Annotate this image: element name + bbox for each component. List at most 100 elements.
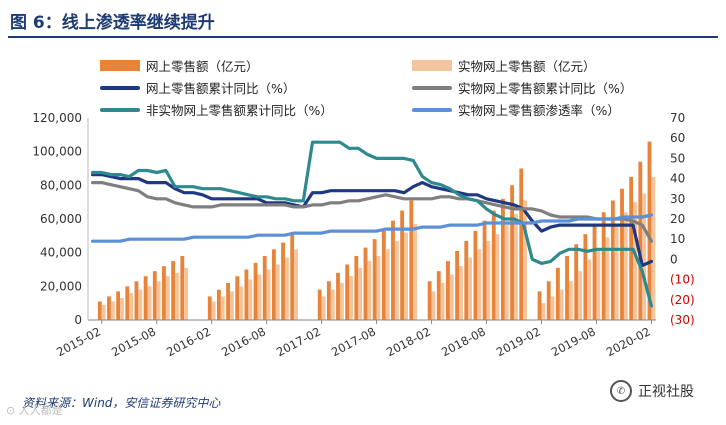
line-nonphysical-yoy [90,140,654,308]
bar-physical [330,289,335,320]
bar-online [391,220,395,320]
x-tick-label: 2019-02 [494,324,543,359]
bars-layer [97,141,656,320]
bar-physical [541,303,546,320]
legend-label: 网上零售额（亿元） [146,59,259,74]
bar-online [482,220,487,320]
bar-online [372,239,377,320]
y-tick-left: 100,000 [32,145,82,159]
bar-physical [568,281,573,320]
bar-online [537,291,542,320]
legend-label: 网上零售额累计同比（%） [146,81,296,96]
bar-online [271,249,276,320]
bar-online [574,244,579,320]
wechat-icon: ✆ [610,380,632,402]
bar-physical [431,291,436,320]
bar-physical [486,240,491,320]
bar-physical [394,240,399,320]
legend-swatch [100,107,140,112]
bar-physical [596,249,601,320]
bar-physical [211,301,216,320]
legend-swatch [412,60,452,71]
bar-physical [248,279,253,320]
bar-physical [633,202,637,320]
bar-online [409,200,414,320]
y-tick-right: 50 [670,151,685,165]
bar-online [400,210,405,320]
y-tick-left: 120,000 [32,111,82,125]
bar-physical [605,237,610,320]
bar-physical [321,296,326,320]
bar-physical [651,176,656,320]
bar-physical [275,264,280,320]
y-tick-left: 60,000 [40,212,82,226]
bar-physical [165,276,170,320]
y-tick-right: (30) [670,313,695,327]
bar-online [143,276,148,320]
bar-online [464,240,469,320]
bar-online [647,141,652,320]
bar-physical [468,257,473,320]
bar-physical [129,293,134,320]
x-tick-label: 2016-08 [219,324,268,359]
bar-online [610,200,615,320]
bar-online [500,198,505,320]
bar-physical [110,301,115,320]
bar-online [381,230,386,320]
bar-online [363,247,368,320]
bar-physical [339,282,344,320]
bar-online [446,261,450,320]
bar-online [565,256,569,320]
bar-online [491,210,496,320]
bar-physical [230,291,234,320]
bar-online [152,271,157,320]
y-tick-right: 30 [670,192,685,206]
bar-physical [587,259,592,320]
bar-physical [477,249,482,320]
legend-label: 非实物网上零售额累计同比（%） [146,103,333,118]
x-tick-label: 2018-08 [439,324,488,359]
legend-item-nonphysical-yoy: 非实物网上零售额累计同比（%） [100,100,333,119]
bar-physical [257,274,262,320]
bar-online [601,212,606,320]
x-tick-label: 2015-02 [54,324,103,359]
bar-online [436,271,441,320]
bar-physical [550,296,555,320]
bar-online [336,272,340,320]
bar-online [326,281,331,320]
legend-item-penetration: 实物网上零售额渗透率（%） [412,100,620,119]
bar-online [207,296,212,320]
bar-online [592,224,597,320]
y-tick-right: 10 [670,232,685,246]
brand-name: 正视社股 [638,384,694,400]
bar-physical [614,224,619,320]
chart-legend: 网上零售额（亿元） 实物网上零售额（亿元） 网上零售额累计同比（%） 实物网上零… [0,0,726,120]
bar-physical [385,249,390,320]
bar-online [317,289,322,320]
bar-online [262,256,267,320]
bar-online [583,234,588,320]
bar-physical [175,272,179,320]
legend-item-online-bar: 网上零售额（亿元） [100,56,259,75]
bar-online [216,289,221,320]
bar-online [555,267,560,320]
bar-physical [358,267,363,320]
bar-physical [559,289,564,320]
bar-online [638,161,643,320]
y-tick-left: 80,000 [40,178,82,192]
bar-online [510,185,514,320]
y-tick-left: 40,000 [40,246,82,260]
x-tick-label: 2020-02 [604,324,653,359]
legend-swatch [412,107,452,112]
bar-physical [495,234,500,320]
x-tick-label: 2017-08 [329,324,378,359]
bar-online [455,250,460,320]
bar-online [473,230,478,320]
bar-online [180,256,185,320]
bar-online [226,282,230,320]
line-penetration [90,213,654,243]
bar-online [97,301,102,320]
watermark-text: ⊙ 人人都是 [6,404,63,417]
bar-physical [404,232,408,320]
